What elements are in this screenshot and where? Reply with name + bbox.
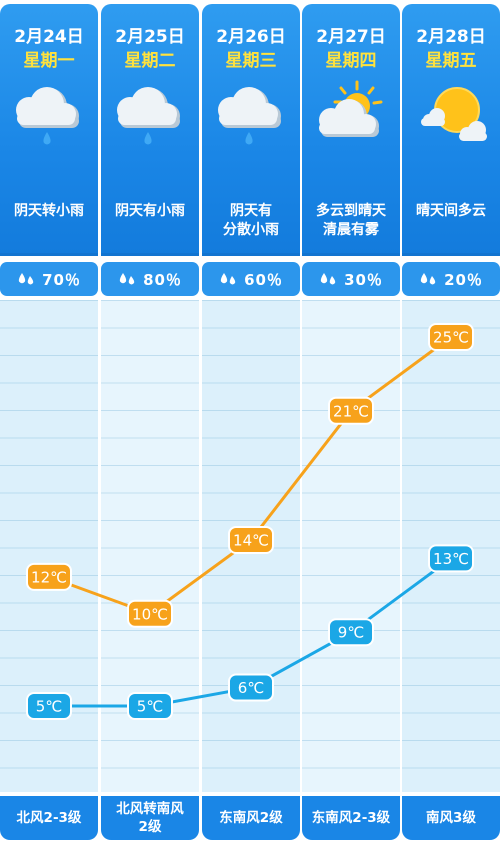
temperature-grid (101, 300, 199, 792)
rain-cloud-icon (211, 80, 291, 160)
weekday-label: 星期一 (23, 51, 75, 71)
wind-info: 东南风2-3级 (302, 796, 400, 840)
precipitation-chance: 20％ (402, 262, 500, 296)
sun-with-small-cloud-icon (411, 80, 491, 160)
wind-info: 东南风2级 (202, 796, 300, 840)
weather-description: 阴天转小雨 (0, 202, 98, 221)
weekday-label: 星期五 (425, 51, 477, 71)
rain-cloud-icon (9, 80, 89, 160)
temperature-grid (202, 300, 300, 792)
date-label: 2月28日 (416, 27, 486, 47)
wind-line: 北风转南风 (116, 801, 184, 817)
weather-description: 阴天有小雨 (101, 202, 199, 221)
weekday-label: 星期二 (124, 51, 176, 71)
temperature-grid (302, 300, 400, 792)
weather-description: 多云到晴天 清晨有雾 (302, 202, 400, 240)
weather-description: 晴天间多云 (402, 202, 500, 221)
wind-line: 北风2-3级 (16, 810, 82, 826)
date-label: 2月25日 (115, 27, 185, 47)
sun-behind-cloud-icon (311, 80, 391, 160)
day-header: 2月26日 星期三 阴天有 分散小雨 (202, 4, 300, 256)
wind-line: 2级 (138, 819, 162, 835)
weather-description: 阴天有 分散小雨 (202, 202, 300, 240)
weather-line: 阴天有小雨 (115, 203, 185, 219)
raindrops-icon (319, 271, 337, 287)
weekday-label: 星期四 (325, 51, 377, 71)
day-header: 2月27日 星期四 多云到晴天 清晨有雾 (302, 4, 400, 256)
wind-info: 北风2-3级 (0, 796, 98, 840)
precipitation-chance: 70％ (0, 262, 98, 296)
wind-line: 南风3级 (426, 810, 476, 826)
weather-line: 阴天有 (230, 203, 272, 219)
raindrops-icon (118, 271, 136, 287)
date-label: 2月27日 (316, 27, 386, 47)
day-column-1: 2月24日 星期一 阴天转小雨 70％ 北风2-3级 (0, 0, 98, 844)
temperature-grid (0, 300, 98, 792)
day-header: 2月25日 星期二 阴天有小雨 (101, 4, 199, 256)
wind-line: 东南风2-3级 (311, 810, 391, 826)
precipitation-value: 70％ (42, 270, 81, 289)
temperature-grid (402, 300, 500, 792)
precipitation-chance: 60％ (202, 262, 300, 296)
rain-cloud-icon (110, 80, 190, 160)
day-column-3: 2月26日 星期三 阴天有 分散小雨 60％ 东南风2级 (202, 0, 300, 844)
day-header: 2月24日 星期一 阴天转小雨 (0, 4, 98, 256)
weather-line: 清晨有雾 (323, 222, 379, 238)
precipitation-value: 20％ (444, 270, 483, 289)
day-column-2: 2月25日 星期二 阴天有小雨 80％ 北风转南风 2级 (101, 0, 199, 844)
day-column-4: 2月27日 星期四 多云到晴天 清晨有雾 30％ 东南风2-3级 (302, 0, 400, 844)
precipitation-chance: 30％ (302, 262, 400, 296)
precipitation-value: 60％ (244, 270, 283, 289)
raindrops-icon (17, 271, 35, 287)
day-column-5: 2月28日 星期五 晴天间多云 20％ 南风3级 (402, 0, 500, 844)
weather-line: 阴天转小雨 (14, 203, 84, 219)
date-label: 2月26日 (216, 27, 286, 47)
raindrops-icon (419, 271, 437, 287)
weather-line: 晴天间多云 (416, 203, 486, 219)
wind-info: 北风转南风 2级 (101, 796, 199, 840)
weather-line: 分散小雨 (223, 222, 279, 238)
wind-line: 东南风2级 (219, 810, 283, 826)
weekday-label: 星期三 (225, 51, 277, 71)
day-header: 2月28日 星期五 晴天间多云 (402, 4, 500, 256)
precipitation-value: 80％ (143, 270, 182, 289)
wind-info: 南风3级 (402, 796, 500, 840)
raindrops-icon (219, 271, 237, 287)
precipitation-chance: 80％ (101, 262, 199, 296)
precipitation-value: 30％ (344, 270, 383, 289)
date-label: 2月24日 (14, 27, 84, 47)
weather-line: 多云到晴天 (316, 203, 386, 219)
